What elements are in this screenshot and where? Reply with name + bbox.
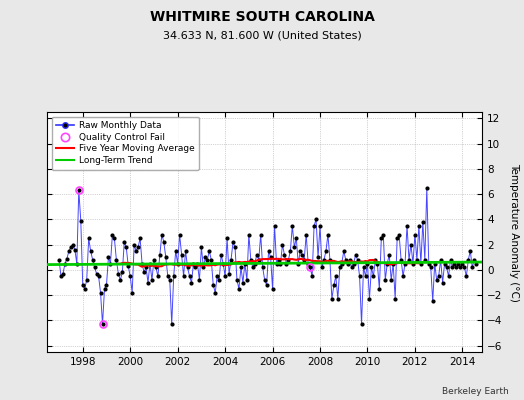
Text: Berkeley Earth: Berkeley Earth	[442, 387, 508, 396]
Text: WHITMIRE SOUTH CAROLINA: WHITMIRE SOUTH CAROLINA	[149, 10, 375, 24]
Text: 34.633 N, 81.600 W (United States): 34.633 N, 81.600 W (United States)	[162, 30, 362, 40]
Legend: Raw Monthly Data, Quality Control Fail, Five Year Moving Average, Long-Term Tren: Raw Monthly Data, Quality Control Fail, …	[52, 116, 199, 170]
Y-axis label: Temperature Anomaly (°C): Temperature Anomaly (°C)	[509, 162, 519, 302]
